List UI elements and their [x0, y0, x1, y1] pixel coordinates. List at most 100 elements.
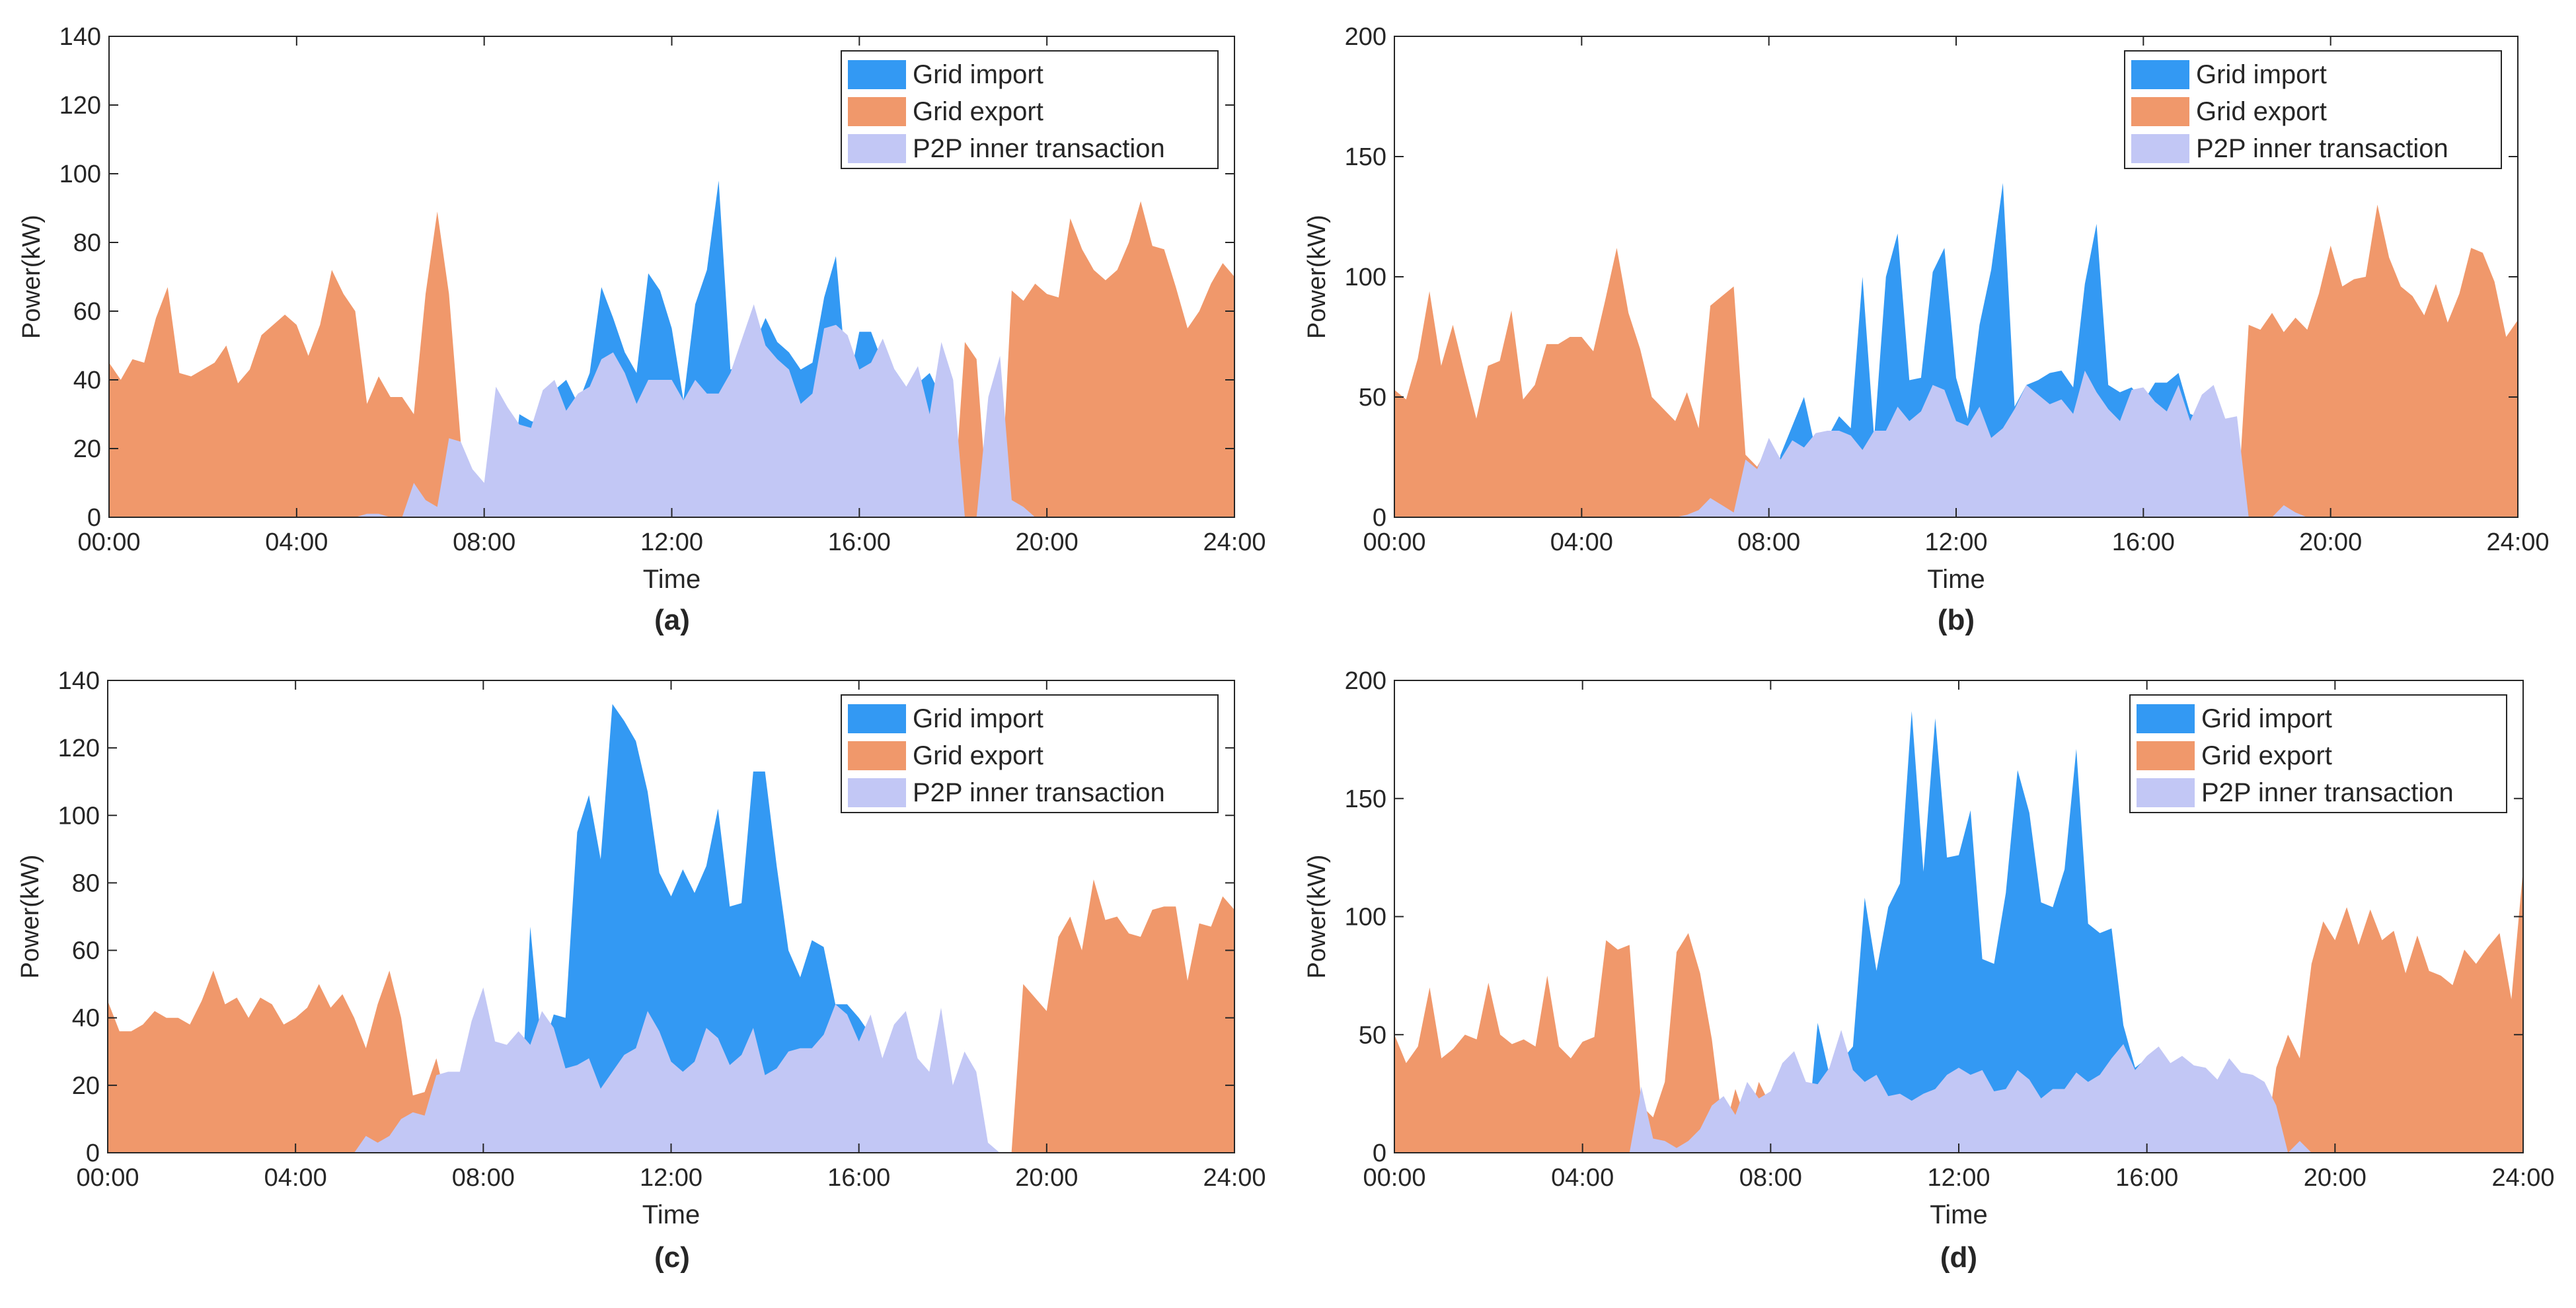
legend-swatch-grid-export: [848, 97, 906, 126]
x-tick-label: 08:00: [452, 1164, 515, 1192]
y-tick-label: 80: [73, 229, 101, 257]
y-tick-label: 40: [73, 367, 101, 394]
x-axis-label: Time: [1930, 1200, 1987, 1229]
series-area-p2p-inner-transaction: [1394, 371, 2518, 517]
y-tick-label: 0: [1373, 504, 1386, 532]
y-tick-label: 120: [58, 735, 100, 762]
x-tick-label: 00:00: [1363, 528, 1425, 556]
y-tick-label: 60: [73, 298, 101, 326]
x-axis-label: Time: [1927, 565, 1985, 594]
series-area-grid-export: [108, 879, 1234, 1153]
x-tick-label: 12:00: [1924, 528, 1987, 556]
plot-series: [108, 704, 1234, 1153]
y-tick-label: 140: [59, 23, 101, 51]
legend: Grid import Grid export P2P inner transact…: [841, 50, 1219, 169]
chart-panel-a: 0 20 40 60 80 100 120 140 00:00 04:00 08:00 12:00 16…: [18, 23, 1266, 636]
legend-label-p2p-inner-transaction: P2P inner transaction: [2196, 134, 2448, 163]
x-tick-label: 12:00: [1927, 1164, 1990, 1192]
legend-swatch-grid-import: [2131, 60, 2189, 89]
chart-panel-d: 0 50 100 150 200 00:00 04:00 08:00 12:00 16:00 20:…: [1303, 667, 2555, 1274]
legend-label-grid-import: Grid import: [913, 704, 1043, 733]
x-tick-label: 16:00: [2115, 1164, 2178, 1192]
legend-swatch-grid-import: [848, 60, 906, 89]
panel-caption: (a): [654, 604, 690, 636]
legend-label-grid-export: Grid export: [2201, 741, 2332, 770]
panel-caption: (b): [1938, 604, 1975, 636]
y-tick-label: 200: [1345, 23, 1386, 51]
x-axis-label: Time: [642, 1200, 700, 1229]
series-area-grid-import: [108, 704, 1234, 1153]
y-tick-label: 150: [1345, 785, 1386, 813]
x-tick-label: 00:00: [77, 528, 140, 556]
legend-swatch-grid-import: [848, 704, 906, 733]
x-tick-label: 24:00: [1203, 1164, 1266, 1192]
chart-panel-b: 0 50 100 150 200 00:00 04:00 08:00 12:00 16:00 20:…: [1303, 23, 2550, 636]
x-tick-label: 24:00: [2491, 1164, 2554, 1192]
legend: Grid import Grid export P2P inner transact…: [2124, 50, 2502, 169]
x-tick-label: 00:00: [1363, 1164, 1425, 1192]
y-tick-label: 100: [1345, 264, 1386, 291]
x-tick-label: 04:00: [1550, 528, 1613, 556]
y-tick-label: 100: [1345, 904, 1386, 931]
y-axis-label: Power(kW): [17, 855, 44, 979]
legend-label-grid-import: Grid import: [913, 60, 1043, 89]
x-tick-label: 08:00: [453, 528, 515, 556]
x-tick-label: 08:00: [1737, 528, 1800, 556]
y-tick-label: 100: [58, 802, 100, 830]
legend-swatch-grid-import: [2137, 704, 2195, 733]
legend-swatch-p2p-inner-transaction: [2131, 134, 2189, 163]
legend-label-grid-export: Grid export: [913, 741, 1043, 770]
x-tick-label: 16:00: [2112, 528, 2175, 556]
legend: Grid import Grid export P2P inner transact…: [2129, 694, 2507, 813]
legend-label-p2p-inner-transaction: P2P inner transaction: [913, 134, 1165, 163]
y-axis-label: Power(kW): [1303, 855, 1331, 979]
series-area-p2p-inner-transaction: [1394, 1030, 2523, 1153]
y-tick-label: 0: [1373, 1140, 1386, 1167]
x-tick-label: 00:00: [76, 1164, 139, 1192]
y-axis-label: Power(kW): [18, 215, 46, 339]
legend-swatch-grid-export: [2131, 97, 2189, 126]
x-tick-label: 20:00: [2304, 1164, 2367, 1192]
x-tick-label: 12:00: [640, 1164, 702, 1192]
chart-panel-c: 0 20 40 60 80 100 120 140 00:00 04:00 08:00 12:00 16…: [17, 667, 1266, 1274]
plot-series: [1394, 183, 2518, 517]
x-tick-label: 04:00: [265, 528, 328, 556]
series-area-grid-export: [1394, 204, 2518, 517]
legend-swatch-p2p-inner-transaction: [2137, 778, 2195, 807]
legend-swatch-p2p-inner-transaction: [848, 134, 906, 163]
series-area-p2p-inner-transaction: [109, 304, 1234, 517]
legend-label-p2p-inner-transaction: P2P inner transaction: [2201, 778, 2454, 807]
x-tick-label: 16:00: [827, 1164, 890, 1192]
panel-caption: (d): [1940, 1241, 1977, 1274]
legend-label-grid-import: Grid import: [2196, 60, 2327, 89]
x-tick-label: 16:00: [828, 528, 891, 556]
y-tick-label: 150: [1345, 143, 1386, 171]
x-tick-label: 04:00: [1551, 1164, 1614, 1192]
y-tick-label: 40: [72, 1005, 100, 1033]
y-tick-label: 60: [72, 937, 100, 965]
x-tick-label: 04:00: [264, 1164, 327, 1192]
y-tick-label: 0: [86, 1140, 100, 1167]
y-tick-label: 20: [72, 1072, 100, 1100]
x-axis-label: Time: [643, 565, 701, 594]
plot-series: [109, 180, 1234, 517]
y-tick-label: 50: [1359, 1021, 1386, 1049]
plot-series: [1394, 711, 2523, 1153]
y-axis-label: Power(kW): [1303, 215, 1331, 339]
x-tick-label: 08:00: [1739, 1164, 1802, 1192]
x-tick-label: 20:00: [2299, 528, 2362, 556]
panel-caption: (c): [654, 1241, 690, 1274]
x-tick-label: 24:00: [2486, 528, 2549, 556]
series-area-grid-export: [109, 201, 1234, 517]
legend-swatch-grid-export: [2137, 741, 2195, 770]
legend-label-grid-export: Grid export: [913, 97, 1043, 126]
legend-label-grid-export: Grid export: [2196, 97, 2327, 126]
legend-label-grid-import: Grid import: [2201, 704, 2332, 733]
y-tick-label: 100: [59, 161, 101, 188]
y-tick-label: 80: [72, 869, 100, 897]
x-tick-label: 20:00: [1016, 528, 1079, 556]
y-tick-label: 200: [1345, 667, 1386, 695]
y-tick-label: 0: [87, 504, 101, 532]
legend-label-p2p-inner-transaction: P2P inner transaction: [913, 778, 1165, 807]
